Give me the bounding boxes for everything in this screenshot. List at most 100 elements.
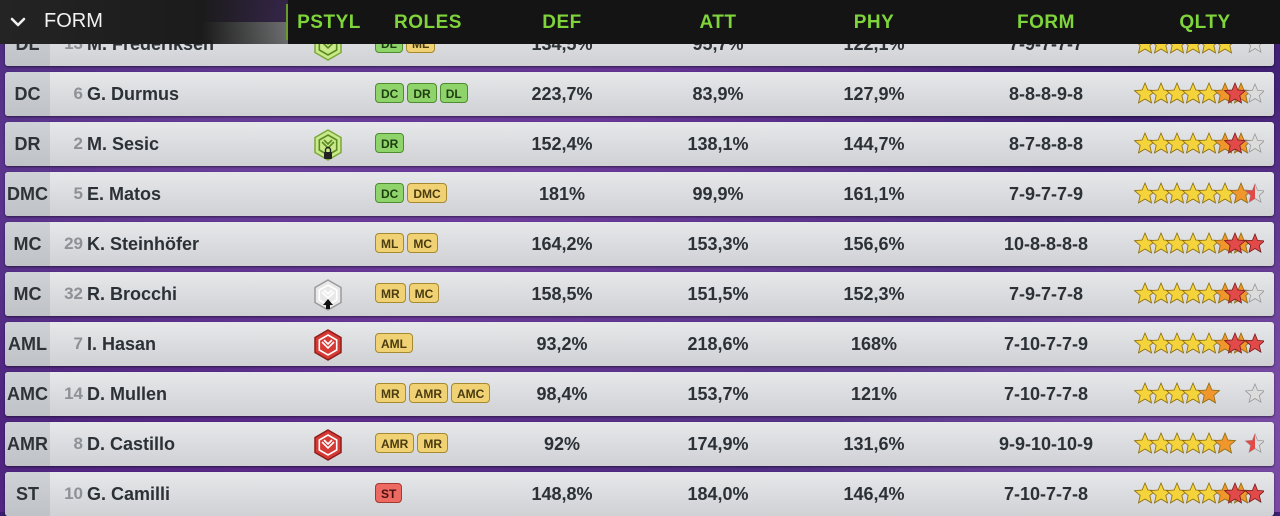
form-dropdown[interactable]: FORM: [0, 0, 288, 44]
playstyle-badge-icon[interactable]: [311, 328, 345, 362]
role-badges: MR AMR AMC: [375, 383, 491, 403]
form-value: 7-10-7-7-8: [1003, 384, 1089, 404]
form-value: 8-7-8-8-8: [1008, 134, 1084, 154]
player-name: E. Matos: [87, 184, 162, 204]
player-row[interactable]: ST 10 G. Camilli ST 148,8% 184,0% 146,4% 7-10-7…: [5, 472, 1274, 516]
column-header-roles[interactable]: ROLES: [394, 12, 462, 33]
player-name: G. Durmus: [87, 84, 180, 104]
player-name: I. Hasan: [87, 334, 157, 354]
player-position: MC: [13, 234, 42, 254]
player-name: G. Camilli: [87, 484, 171, 504]
player-row[interactable]: AMR 8 D. Castillo AMR MR 92% 174,9% 131,6% 9-9-1…: [5, 422, 1274, 466]
form-value: 10-8-8-8-8: [1003, 234, 1089, 254]
role-badge: MR: [375, 383, 406, 403]
att-value: 153,3%: [687, 234, 749, 254]
player-number: 32: [64, 284, 83, 303]
phy-value: 144,7%: [843, 134, 905, 154]
phy-value: 161,1%: [843, 184, 905, 204]
role-badges: DC DMC: [375, 183, 447, 203]
phy-value: 127,9%: [843, 84, 905, 104]
header-divider: [286, 4, 289, 40]
quality-stars-icon: [1134, 431, 1264, 454]
playstyle-badge-icon[interactable]: [311, 278, 345, 312]
player-row[interactable]: DR 2 M. Sesic DR 152,4% 138,1% 144,7% 8-7-8-8-8: [5, 122, 1274, 166]
playstyle-badge-icon[interactable]: [311, 128, 345, 162]
player-position: ST: [15, 484, 39, 504]
player-row[interactable]: DMC 5 E. Matos DC DMC 181% 99,9% 161,1% 7-9-7-7-…: [5, 172, 1274, 216]
position-cell: [5, 72, 50, 116]
role-badge: AMR: [408, 383, 448, 403]
quality-stars-icon: [1134, 281, 1264, 304]
player-position: DR: [14, 134, 41, 154]
position-cell: [5, 372, 50, 416]
role-badge: DMC: [407, 183, 447, 203]
player-row[interactable]: DC 6 G. Durmus DC DR DL 223,7% 83,9% 127,9% 8-8-8…: [5, 72, 1274, 116]
def-value: 158,5%: [531, 284, 593, 304]
quality-stars-icon: [1134, 81, 1264, 104]
role-badge: DL: [439, 83, 468, 103]
player-name: D. Mullen: [87, 384, 167, 404]
quality-stars-icon: [1134, 231, 1264, 254]
form-value: 7-9-7-7-9: [1008, 184, 1084, 204]
role-badges: AML: [375, 333, 413, 353]
column-header-pstyl[interactable]: PSTYL: [297, 12, 361, 33]
player-number: 14: [64, 384, 83, 403]
player-row[interactable]: AMC 14 D. Mullen MR AMR AMC 98,4% 153,7% 121% 7-1…: [5, 372, 1274, 416]
player-position: AMC: [7, 384, 48, 404]
player-number: 10: [64, 484, 83, 503]
role-badges: DR: [375, 133, 405, 153]
def-value: 98,4%: [536, 384, 588, 404]
player-number: 5: [73, 184, 83, 203]
player-number: 2: [73, 134, 83, 153]
phy-value: 121%: [850, 384, 898, 404]
column-header-att[interactable]: ATT: [699, 12, 737, 33]
form-dropdown-label: FORM: [44, 10, 103, 32]
position-cell: [5, 222, 50, 266]
quality-stars-icon: [1134, 331, 1264, 354]
quality-stars-icon: [1134, 481, 1264, 504]
player-position: AMR: [7, 434, 48, 454]
def-value: 93,2%: [536, 334, 588, 354]
column-header-def[interactable]: DEF: [542, 12, 582, 33]
player-position: AML: [8, 334, 47, 354]
def-value: 92%: [543, 434, 581, 454]
phy-value: 156,6%: [843, 234, 905, 254]
att-value: 151,5%: [687, 284, 749, 304]
def-value: 152,4%: [531, 134, 593, 154]
player-name: K. Steinhöfer: [87, 234, 200, 254]
role-badge: DR: [375, 133, 405, 153]
def-value: 223,7%: [531, 84, 593, 104]
form-value: 7-9-7-7-8: [1008, 284, 1084, 304]
column-header-qlty[interactable]: QLTY: [1179, 12, 1231, 33]
role-badge: AMC: [451, 383, 491, 403]
role-badge: MC: [408, 283, 440, 303]
role-badge: MR: [417, 433, 448, 453]
player-row[interactable]: MC 29 K. Steinhöfer ML MC 164,2% 153,3% 156,6% 1…: [5, 222, 1274, 266]
att-value: 138,1%: [687, 134, 749, 154]
player-row[interactable]: MC 32 R. Brocchi MR MC 158,5% 151,5% 152,3% 7-9-…: [5, 272, 1274, 316]
role-badge: ML: [375, 233, 405, 253]
att-value: 218,6%: [687, 334, 749, 354]
column-header-phy[interactable]: PHY: [853, 12, 895, 33]
att-value: 83,9%: [692, 84, 744, 104]
column-header-form[interactable]: FORM: [1017, 12, 1075, 33]
position-cell: [5, 322, 50, 366]
playstyle-badge-icon[interactable]: [311, 428, 345, 462]
att-value: 153,7%: [687, 384, 749, 404]
phy-value: 146,4%: [843, 484, 905, 504]
player-position: DMC: [7, 184, 48, 204]
column-headers: [288, 0, 1280, 44]
player-number: 6: [73, 84, 83, 103]
role-badge: DC: [375, 183, 405, 203]
chevron-down-icon[interactable]: [10, 14, 26, 30]
position-cell: [5, 422, 50, 466]
form-value: 7-10-7-7-8: [1003, 484, 1089, 504]
att-value: 99,9%: [692, 184, 744, 204]
player-name: R. Brocchi: [87, 284, 178, 304]
player-row[interactable]: AML 7 I. Hasan AML 93,2% 218,6% 168% 7-10-7-7-9: [5, 322, 1274, 366]
player-name: M. Sesic: [87, 134, 160, 154]
form-value: 7-10-7-7-9: [1003, 334, 1089, 354]
def-value: 181%: [538, 184, 586, 204]
role-badge: DC: [375, 83, 405, 103]
role-badges: ST: [375, 483, 403, 503]
